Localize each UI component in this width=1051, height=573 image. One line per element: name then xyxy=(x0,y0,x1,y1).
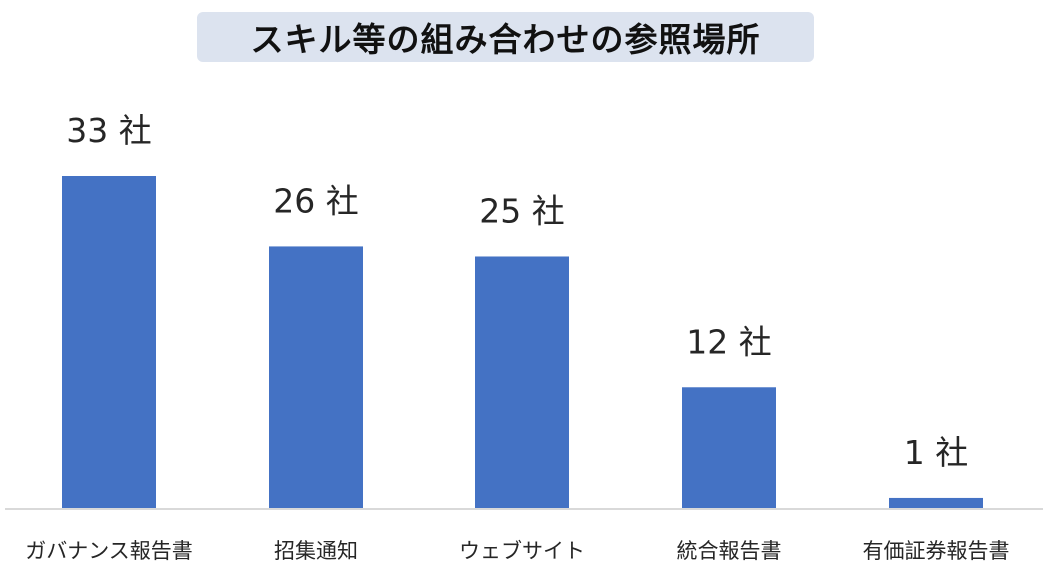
x-tick-label-1: ガバナンス報告書 xyxy=(25,539,193,563)
data-label-2: 26 社 xyxy=(273,181,358,220)
chart-title: スキル等の組み合わせの参照場所 xyxy=(250,20,761,59)
x-tick-label-5: 有価証券報告書 xyxy=(863,539,1010,563)
chart-title-box: スキル等の組み合わせの参照場所 xyxy=(197,12,814,62)
x-tick-label-3: ウェブサイト xyxy=(459,539,585,563)
x-axis-labels-group: ガバナンス報告書 招集通知 ウェブサイト 統合報告書 有価証券報告書 xyxy=(25,539,1009,563)
data-label-1: 33 社 xyxy=(66,111,151,150)
bar-5 xyxy=(889,497,983,508)
data-labels-group: 33 社 26 社 25 社 12 社 1 社 xyxy=(66,111,968,472)
bar-2 xyxy=(269,246,363,508)
bar-4 xyxy=(682,387,776,508)
data-label-5: 1 社 xyxy=(904,433,969,472)
data-label-3: 25 社 xyxy=(479,191,564,230)
bar-3 xyxy=(475,256,569,508)
data-label-4: 12 社 xyxy=(686,322,771,361)
bar-1 xyxy=(62,176,156,508)
x-tick-label-4: 統合報告書 xyxy=(677,539,782,563)
bars-group xyxy=(62,176,983,508)
x-tick-label-2: 招集通知 xyxy=(274,539,358,563)
